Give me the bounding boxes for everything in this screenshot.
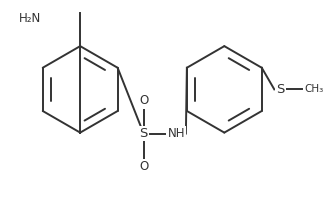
Text: H₂N: H₂N bbox=[19, 12, 41, 25]
Text: O: O bbox=[139, 94, 148, 107]
Text: O: O bbox=[139, 160, 148, 173]
Text: S: S bbox=[276, 83, 284, 96]
Text: S: S bbox=[140, 127, 148, 140]
Text: CH₃: CH₃ bbox=[304, 84, 323, 94]
Text: NH: NH bbox=[168, 127, 185, 140]
